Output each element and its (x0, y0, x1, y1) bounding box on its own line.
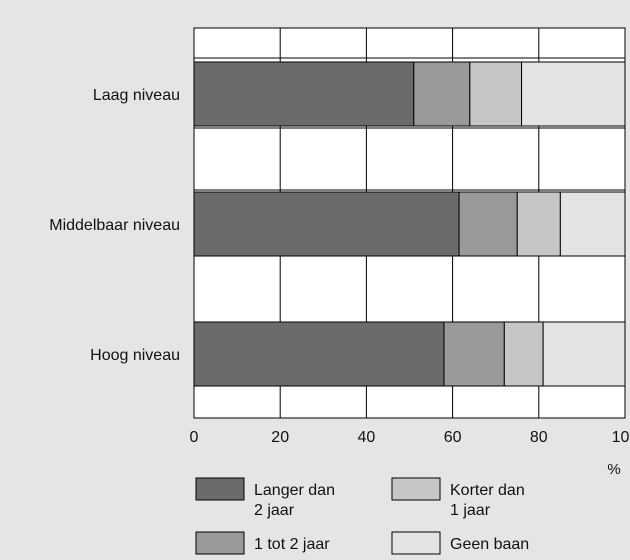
legend-label: 1 jaar (450, 502, 491, 519)
bar-segment (542, 321, 626, 387)
legend: Langer dan 2 jaar 1 tot 2 jaar Korter dan 1 … (195, 477, 529, 555)
legend-swatch (195, 531, 245, 555)
category-label: Laag niveau (93, 87, 180, 104)
legend-item: Korter dan 1 jaar (391, 477, 525, 519)
category-label: Hoog niveau (90, 347, 180, 364)
bar-segment (193, 61, 415, 127)
legend-label: Geen baan (450, 536, 529, 553)
bar-segment (559, 191, 626, 257)
x-tick-label: 40 (358, 429, 376, 446)
legend-label: 1 tot 2 jaar (254, 536, 330, 553)
bar-segment (193, 191, 460, 257)
bar-segment (443, 321, 505, 387)
category-label: Middelbaar niveau (49, 217, 180, 234)
legend-swatch (391, 477, 441, 501)
legend-swatch (195, 477, 245, 501)
x-tick-labels: 0 20 40 60 80 100 (190, 429, 630, 446)
legend-label: Langer dan (254, 482, 335, 499)
bar-segment (516, 191, 561, 257)
x-axis-unit: % (607, 461, 620, 478)
x-tick-label: 20 (271, 429, 289, 446)
legend-label: Korter dan (450, 482, 525, 499)
bar-segment (413, 61, 471, 127)
legend-item: 1 tot 2 jaar (195, 531, 330, 555)
x-tick-label: 60 (444, 429, 462, 446)
x-tick-label: 100 (612, 429, 630, 446)
bar-segment (521, 61, 626, 127)
x-tick-label: 0 (190, 429, 199, 446)
legend-item: Langer dan 2 jaar (195, 477, 335, 519)
legend-item: Geen baan (391, 531, 529, 555)
bars (193, 61, 626, 387)
bar-segment (458, 191, 518, 257)
bar-segment (503, 321, 544, 387)
bar-segment (193, 321, 445, 387)
legend-swatch (391, 531, 441, 555)
x-tick-label: 80 (530, 429, 548, 446)
category-labels: Laag niveau Middelbaar niveau Hoog niveau (49, 87, 180, 364)
plot-frame (193, 27, 626, 419)
bar-segment (469, 61, 523, 127)
legend-label: 2 jaar (254, 502, 295, 519)
